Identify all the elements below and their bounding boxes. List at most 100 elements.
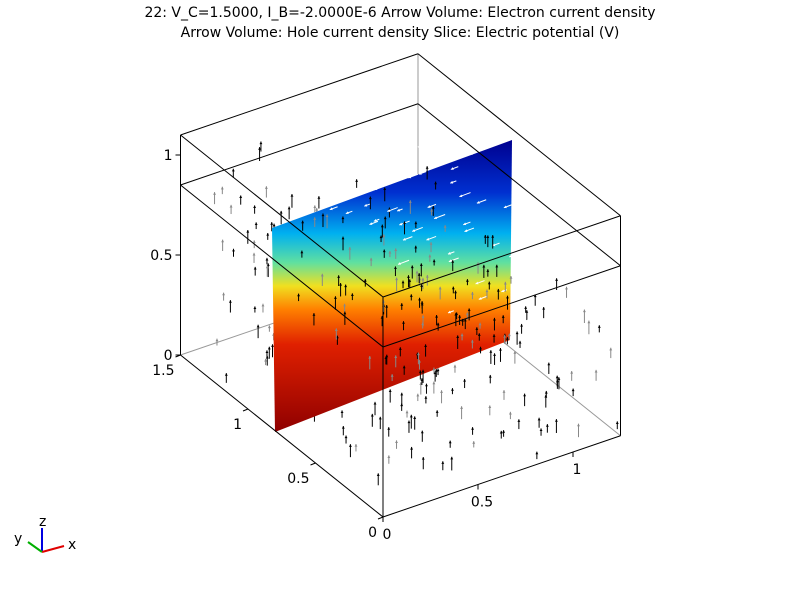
arrow-head: [400, 403, 404, 407]
arrow-head: [472, 441, 476, 444]
arrow-head: [343, 303, 347, 307]
arrow-head: [264, 358, 268, 362]
arrow-head: [222, 292, 226, 296]
arrow-head: [297, 293, 301, 297]
arrow-head: [440, 390, 443, 393]
arrow-head: [394, 248, 398, 251]
arrow-head: [432, 367, 436, 371]
box-edge: [382, 215, 621, 298]
tick: [242, 408, 249, 412]
arrow-head: [369, 222, 373, 225]
arrow-head: [368, 196, 372, 200]
arrow-head: [221, 239, 225, 243]
arrow-head: [447, 251, 451, 255]
arrow-head: [405, 410, 409, 414]
tick: [377, 516, 384, 520]
arrow-head: [526, 320, 530, 324]
arrow-head: [267, 325, 271, 329]
arrow-head: [570, 283, 574, 287]
arrow-head: [544, 390, 548, 394]
arrow-head: [254, 222, 258, 225]
arrow-head: [224, 373, 228, 376]
arrow-head: [348, 247, 352, 250]
arrow-head: [387, 209, 391, 212]
arrow-head: [383, 168, 387, 172]
arrow-head: [476, 200, 480, 204]
arrow-head: [441, 461, 445, 464]
arrow-head: [368, 355, 372, 359]
arrow-head: [383, 187, 387, 190]
arrow-head: [408, 175, 412, 179]
arrow-head: [448, 440, 452, 444]
arrow-head: [487, 281, 491, 285]
arrow-head: [369, 257, 373, 261]
arrow-head: [261, 303, 265, 307]
arrow-head: [424, 344, 428, 347]
arrow-head: [597, 325, 601, 328]
arrow-head: [378, 416, 382, 420]
arrow-head: [350, 293, 354, 296]
arrow-head: [379, 147, 383, 150]
arrow-head: [252, 252, 256, 256]
arrow-head: [414, 221, 418, 225]
arrow-head: [421, 457, 425, 460]
arrow-head: [471, 427, 475, 430]
arrow-head: [385, 304, 389, 308]
arrow-head: [408, 200, 412, 203]
arrow-head: [546, 235, 550, 239]
arrow-head: [265, 257, 269, 261]
arrow-head: [409, 414, 413, 418]
arrow-head: [390, 374, 394, 377]
arrow-head: [421, 315, 425, 318]
box-front: [180, 53, 621, 518]
arrow-head: [555, 278, 559, 281]
arrow-head: [432, 381, 436, 385]
arrow-head: [570, 371, 574, 374]
arrow-head: [420, 302, 424, 306]
arrow-head: [501, 315, 505, 318]
arrow-head: [432, 259, 436, 263]
arrow-head: [373, 219, 377, 222]
arrow-head: [413, 416, 417, 419]
arrow-head: [290, 193, 294, 197]
arrow-head: [394, 266, 397, 270]
arrow-head: [410, 265, 414, 269]
arrow-head: [270, 222, 274, 225]
box-edge: [180, 184, 384, 348]
arrow-head: [454, 290, 457, 294]
arrow-head: [463, 222, 467, 226]
box-edge: [382, 435, 621, 518]
arrow-head: [398, 347, 402, 350]
arrow-head: [246, 229, 250, 233]
arrow-head: [418, 172, 422, 175]
arrow-head: [315, 208, 319, 211]
arrow-head: [465, 279, 469, 282]
arrow-head: [513, 351, 517, 354]
arrow-head: [424, 396, 428, 399]
arrow-head: [450, 456, 454, 460]
triad-label: x: [68, 537, 76, 553]
arrow-head: [395, 440, 398, 443]
arrow-head: [380, 224, 384, 228]
arrow-head: [425, 274, 429, 278]
arrow-head: [542, 307, 546, 310]
arrow-head: [301, 220, 305, 224]
arrow-head: [501, 289, 505, 293]
arrow-head: [558, 227, 562, 231]
arrow-head: [265, 350, 269, 353]
arrow-head: [334, 328, 338, 331]
arrow-head: [475, 327, 479, 330]
arrow-head: [418, 297, 422, 301]
arrow-head: [493, 317, 496, 321]
arrow-head: [345, 142, 349, 146]
arrow-head: [565, 286, 568, 290]
arrow-head: [565, 297, 569, 300]
arrow-head: [213, 192, 216, 195]
arrow-head: [555, 375, 559, 379]
arrow-head: [577, 276, 581, 280]
arrow-head: [373, 401, 377, 405]
arrow-head: [344, 284, 348, 288]
arrow-head: [524, 306, 528, 309]
arrow-head: [537, 417, 541, 421]
arrow-head: [320, 273, 324, 277]
